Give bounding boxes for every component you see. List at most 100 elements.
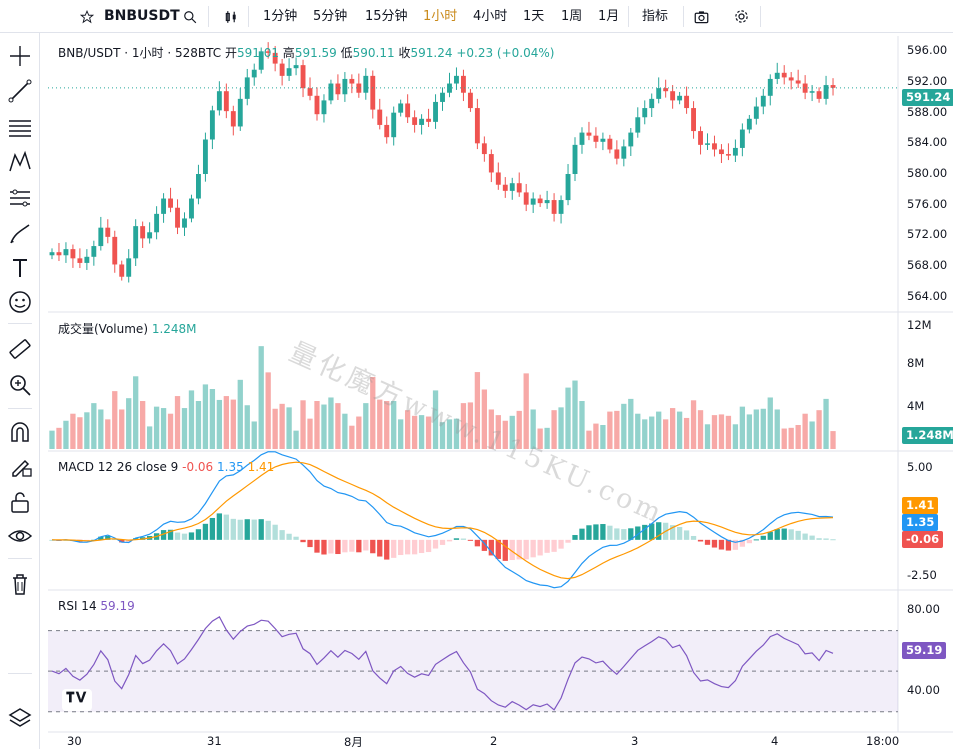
- macd-hist-bar: [349, 539, 355, 552]
- volume-bar: [272, 408, 278, 449]
- time-tick-label: 30: [67, 734, 82, 748]
- macd-hist-bar: [809, 535, 815, 540]
- macd-hist-bar: [537, 539, 543, 556]
- zoom-in-icon[interactable]: [7, 372, 33, 398]
- macd-line: [51, 451, 834, 589]
- candle-body: [49, 252, 55, 256]
- volume-bar: [398, 419, 404, 449]
- candle-body: [474, 108, 480, 144]
- camera-icon[interactable]: [694, 0, 709, 33]
- candle-body: [823, 85, 829, 99]
- macd-value: 1.35: [217, 460, 244, 474]
- volume-bar: [77, 417, 83, 449]
- candle-body: [370, 75, 376, 110]
- emoji-icon[interactable]: [7, 289, 33, 315]
- interval-1m[interactable]: 1分钟: [263, 9, 298, 24]
- rsi-value: 59.19: [100, 599, 135, 613]
- interval-1mo[interactable]: 1月: [598, 9, 620, 24]
- macd-hist-bar: [642, 524, 648, 540]
- macd-signal-tag: 1.41: [902, 497, 939, 514]
- symbol-name[interactable]: BNBUSDT: [104, 8, 180, 24]
- unlock-icon[interactable]: [7, 489, 33, 515]
- volume-bar: [683, 417, 690, 449]
- volume-bar: [391, 401, 397, 449]
- candle-body: [91, 246, 97, 257]
- candle-body: [147, 232, 153, 239]
- macd-hist-bar: [98, 536, 104, 540]
- volume-bar: [663, 419, 669, 449]
- candle-body: [677, 95, 683, 101]
- ruler-icon[interactable]: [7, 336, 33, 362]
- volume-bar: [760, 408, 766, 449]
- macd-hist-bar: [328, 539, 334, 554]
- volume-bar: [593, 423, 599, 449]
- star-icon[interactable]: [79, 0, 95, 33]
- candle-body: [454, 75, 459, 84]
- candle-body: [349, 78, 355, 84]
- lock-draw-icon[interactable]: [7, 453, 33, 479]
- volume-bar: [544, 427, 550, 449]
- gann-icon[interactable]: [7, 185, 33, 211]
- macd-hist-bar: [788, 529, 794, 540]
- layers-icon[interactable]: [7, 705, 33, 731]
- fib-icon[interactable]: [7, 115, 33, 141]
- gear-icon[interactable]: [734, 0, 749, 33]
- candle-body: [314, 95, 320, 115]
- interval-1h[interactable]: 1小时: [423, 9, 458, 24]
- candle-body: [635, 117, 641, 133]
- macd-hist-bar: [753, 539, 759, 541]
- indicators-button[interactable]: 指标: [642, 9, 669, 24]
- candle-type-icon[interactable]: [224, 0, 238, 33]
- text-icon[interactable]: [7, 255, 33, 281]
- macd-hist-bar: [656, 522, 662, 540]
- interval-1d[interactable]: 1天: [523, 9, 545, 24]
- candle-body: [753, 106, 759, 119]
- volume-bar: [600, 425, 606, 449]
- volume-bar: [425, 416, 432, 449]
- trend-line-icon[interactable]: [7, 78, 33, 104]
- high-value: 591.59: [294, 46, 337, 60]
- volume-bar: [795, 425, 801, 449]
- interval-5m[interactable]: 5分钟: [313, 9, 348, 24]
- macd-hist-bar: [363, 539, 369, 551]
- interval-1w[interactable]: 1周: [561, 9, 583, 24]
- crosshair-icon[interactable]: [7, 43, 33, 69]
- volume-bar: [223, 396, 229, 449]
- candle-body: [767, 78, 773, 96]
- candle-body: [384, 124, 390, 138]
- macd-hist-bar: [621, 529, 627, 540]
- candle-body: [656, 88, 662, 99]
- macd-hist-bar: [391, 539, 397, 558]
- candle-body: [363, 75, 369, 93]
- toolbar-divider: [8, 673, 32, 674]
- pattern-icon[interactable]: [7, 149, 33, 175]
- eye-icon[interactable]: [7, 523, 33, 549]
- candle-body: [705, 143, 710, 145]
- magnet-icon[interactable]: [7, 419, 33, 445]
- volume-bar: [384, 401, 390, 449]
- volume-bar: [140, 401, 146, 449]
- macd-hist-bar: [160, 530, 167, 540]
- volume-bar: [174, 396, 181, 449]
- volume-bar: [349, 425, 355, 449]
- candle-body: [70, 249, 76, 259]
- macd-hist-bar: [356, 539, 362, 553]
- candle-body: [105, 227, 111, 237]
- brush-icon[interactable]: [7, 221, 33, 247]
- volume-bar: [181, 408, 188, 449]
- candle-body: [223, 91, 229, 112]
- volume-bar: [725, 415, 732, 449]
- candle-body: [684, 95, 690, 109]
- search-icon[interactable]: [183, 0, 197, 33]
- rsi-tick-label: 80.00: [907, 602, 940, 617]
- trash-icon[interactable]: [7, 571, 33, 597]
- volume-bar: [153, 406, 160, 449]
- macd-hist-bar: [126, 539, 132, 543]
- candle-body: [460, 75, 466, 93]
- interval-4h[interactable]: 4小时: [473, 9, 508, 24]
- macd-hist-bar: [544, 539, 550, 553]
- candle-body: [663, 88, 669, 92]
- volume-bar: [509, 415, 515, 449]
- interval-15m[interactable]: 15分钟: [365, 9, 408, 24]
